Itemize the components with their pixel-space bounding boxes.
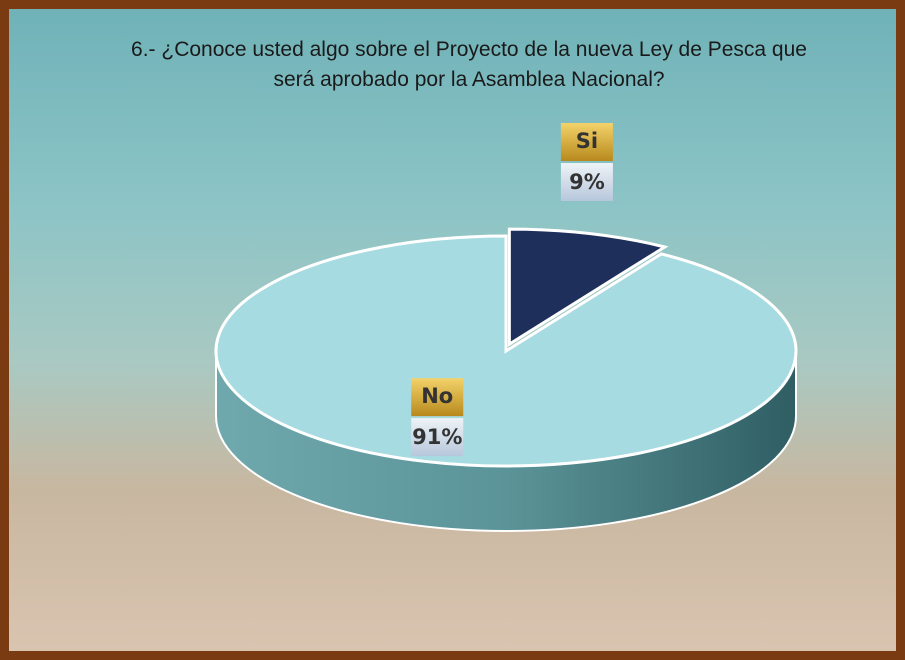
- chart-title: 6.- ¿Conoce usted algo sobre el Proyecto…: [131, 38, 807, 91]
- slice: [214, 234, 798, 468]
- value-label: 9%: [569, 170, 605, 194]
- label-box: [411, 378, 464, 417]
- slice: [507, 227, 669, 347]
- label-box: [411, 418, 464, 457]
- category-label: Si: [576, 129, 598, 153]
- label-box: [560, 123, 613, 161]
- label-box: [560, 163, 613, 201]
- chart: Si 9% No 91%: [214, 123, 798, 532]
- category-label: No: [421, 384, 453, 408]
- value-label: 91%: [412, 425, 462, 449]
